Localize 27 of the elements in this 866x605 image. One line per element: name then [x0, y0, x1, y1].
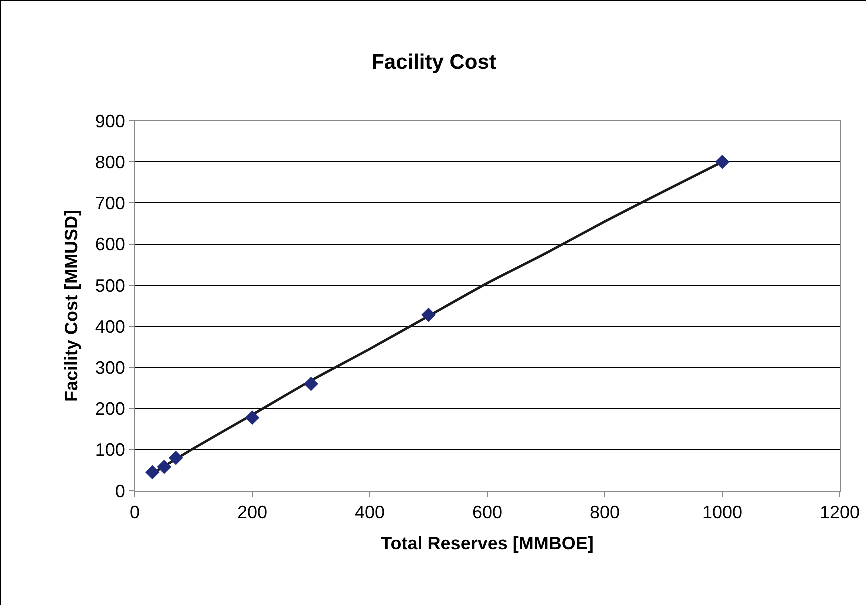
y-tick-label: 300	[95, 358, 126, 378]
point	[422, 308, 436, 322]
point	[157, 460, 172, 474]
x-tick-label: 1200	[820, 502, 860, 523]
x-tick-label: 400	[354, 502, 386, 523]
x-tick-label: 1000	[702, 502, 743, 523]
y-tick-label: 500	[95, 276, 126, 296]
y-tick-label: 700	[95, 194, 126, 214]
y-axis-title: Facility Cost [MMUSD]	[62, 210, 82, 402]
chart-title: Facility Cost	[372, 50, 496, 74]
point	[145, 465, 160, 480]
y-tick-label: 100	[95, 440, 126, 460]
y-tick-label: 0	[115, 481, 126, 502]
y-tick-label: 800	[95, 152, 126, 172]
x-tick-label: 200	[237, 502, 268, 523]
point	[304, 376, 318, 392]
point	[715, 154, 730, 170]
point	[168, 450, 184, 466]
y-tick-label: 400	[95, 316, 126, 337]
x-tick-label: 600	[472, 502, 503, 523]
point	[245, 410, 260, 425]
x-tick-label: 0	[130, 502, 140, 523]
y-tick-label: 900	[95, 111, 126, 132]
y-tick-label: 200	[95, 399, 126, 420]
y-tick-label: 600	[95, 234, 126, 255]
x-axis-title: Total Reserves [MMBOE]	[381, 534, 594, 554]
x-tick-label: 800	[590, 502, 620, 523]
